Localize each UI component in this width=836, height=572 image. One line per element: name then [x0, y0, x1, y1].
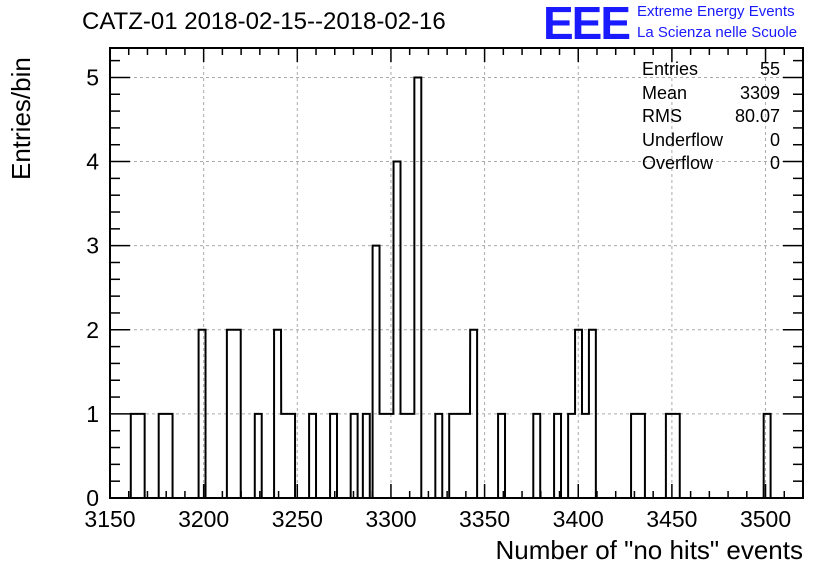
stat-rms: RMS 80.07 [642, 105, 780, 129]
x-tick-label: 3500 [740, 506, 791, 532]
stat-label: Entries [642, 59, 699, 79]
stat-label: Overflow [642, 153, 714, 174]
histogram-outline [129, 76, 772, 498]
x-tick-label: 3400 [553, 506, 604, 532]
stat-entries: Entries 55 [642, 58, 780, 82]
tick-labels: 3150 3200 3250 3300 3350 3400 3450 3500 0 1 2 3 4 5 [84, 64, 791, 532]
stat-value: 3309 [739, 82, 780, 103]
logo-line-1: Extreme Energy Events [637, 3, 795, 20]
stat-underflow: Underflow 0 [642, 129, 780, 153]
y-tick-label: 4 [86, 149, 99, 175]
eee-logo: EEE [543, 0, 631, 49]
y-axis-label: Entries/bin [6, 57, 36, 180]
logo-line-2: La Scienza nelle Scuole [637, 24, 798, 41]
stat-value: 0 [769, 153, 780, 174]
y-tick-label: 3 [86, 233, 99, 259]
y-tick-label: 2 [86, 317, 99, 343]
x-tick-label: 3200 [178, 506, 229, 532]
stat-mean: Mean 3309 [642, 82, 780, 106]
stats-box: Entries 55 Mean 3309 RMS 80.07 Underflow… [642, 58, 780, 176]
stat-value: 80.07 [734, 106, 780, 127]
y-tick-label: 1 [86, 401, 99, 427]
x-tick-label: 3250 [272, 506, 323, 532]
chart-title: CATZ-01 2018-02-15--2018-02-16 [82, 8, 446, 35]
x-tick-label: 3450 [646, 506, 697, 532]
x-tick-label: 3350 [459, 506, 510, 532]
stat-overflow: Overflow 0 [642, 152, 780, 176]
x-tick-label: 3150 [84, 506, 135, 532]
plot-frame [109, 47, 804, 499]
axis-ticks [109, 48, 804, 499]
stat-label: Underflow [642, 129, 724, 150]
stat-label: Mean [642, 82, 688, 103]
stat-value: 55 [759, 59, 780, 79]
grid-lines [109, 48, 803, 498]
stat-label: RMS [642, 106, 682, 127]
stat-value: 0 [769, 129, 780, 150]
y-tick-label: 5 [86, 64, 99, 90]
x-axis-label: Number of "no hits" events [495, 535, 804, 565]
x-tick-label: 3300 [365, 506, 416, 532]
y-tick-label: 0 [86, 485, 99, 511]
